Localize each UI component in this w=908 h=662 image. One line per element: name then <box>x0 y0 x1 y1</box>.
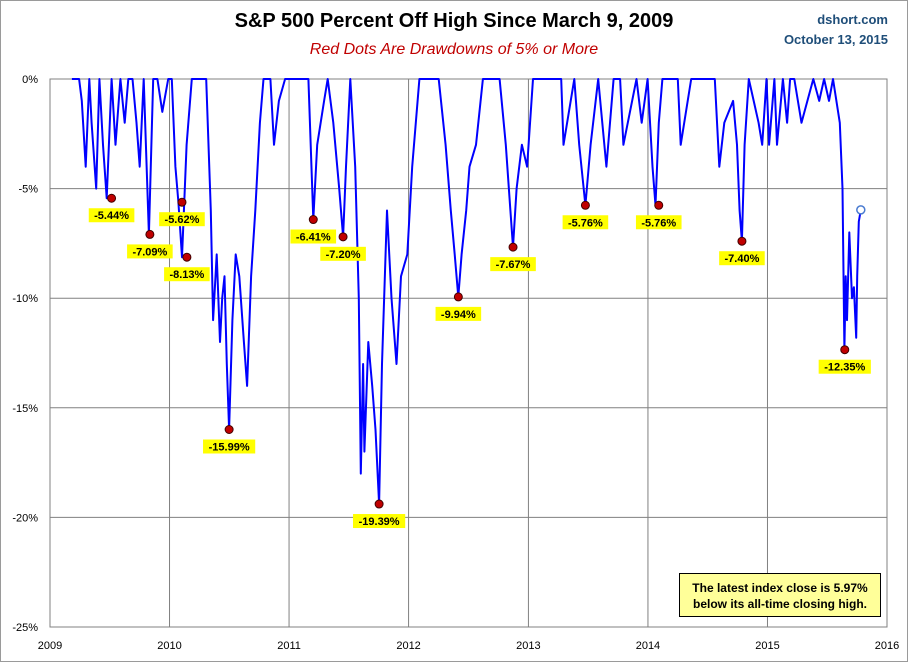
y-tick-label: -10% <box>12 293 38 305</box>
series-line <box>71 78 862 505</box>
latest-close-note: The latest index close is 5.97% below it… <box>679 573 881 617</box>
x-tick-label: 2015 <box>755 640 779 652</box>
y-tick-label: 0% <box>22 74 38 86</box>
chart-title: S&P 500 Percent Off High Since March 9, … <box>234 10 674 32</box>
drawdown-dot <box>338 232 348 242</box>
source-label: dshort.com <box>817 12 888 27</box>
note-line-2: below its all-time closing high. <box>692 597 868 611</box>
drawdown-label: -7.09% <box>132 246 167 258</box>
drawdown-label-bg <box>159 212 205 227</box>
drawdown-dot <box>508 242 518 252</box>
series-layer <box>71 78 862 505</box>
drawdown-dot <box>374 499 384 509</box>
drawdown-label: -15.99% <box>209 442 250 454</box>
y-tick-label: -20% <box>12 512 38 524</box>
drawdown-label-bg <box>290 229 337 244</box>
source-date-label: October 13, 2015 <box>783 32 888 47</box>
drawdown-label: -6.41% <box>296 232 331 244</box>
drawdown-dot <box>145 229 155 239</box>
drawdown-label: -5.44% <box>94 210 129 222</box>
drawdown-label-bg <box>127 244 173 259</box>
axis-layer: 0% -5% -10% -15% -20% -25%2009 2010 2011 2012 201… <box>12 74 899 652</box>
drawdown-dot <box>453 292 463 302</box>
drawdown-label-bg <box>320 246 366 261</box>
x-tick-label: 2010 <box>157 640 181 652</box>
y-tick-label: -25% <box>12 622 38 634</box>
drawdown-label-bg <box>203 439 256 454</box>
drawdown-label: -5.76% <box>641 217 676 229</box>
drawdown-dot <box>107 193 117 203</box>
drawdown-dot <box>182 252 192 262</box>
x-tick-label: 2014 <box>636 640 660 652</box>
drawdown-dot <box>177 197 187 207</box>
drawdown-label: -12.35% <box>824 362 865 374</box>
drawdown-dot <box>840 345 850 355</box>
x-tick-label: 2009 <box>38 640 62 652</box>
drawdown-dot <box>224 425 234 435</box>
drawdown-labels: -5.44% -7.09% -5.62% -8.13% -15.99% -6.41% -7.… <box>88 208 871 529</box>
drawdown-label-bg <box>88 208 135 223</box>
drawdown-label-bg <box>635 215 682 230</box>
drawdown-label: -5.76% <box>568 217 603 229</box>
x-tick-label: 2011 <box>277 640 301 652</box>
latest-close-marker <box>856 205 866 215</box>
y-tick-label: -5% <box>18 184 38 196</box>
drawdown-label: -8.13% <box>169 269 204 281</box>
drawdown-label-bg <box>353 514 406 529</box>
drawdown-label: -19.39% <box>359 516 400 528</box>
drawdown-label: -5.62% <box>165 214 200 226</box>
x-tick-label: 2016 <box>875 640 899 652</box>
drawdown-label: -7.67% <box>496 259 531 271</box>
drawdown-dots <box>107 193 866 509</box>
drawdown-label-bg <box>490 257 536 272</box>
drawdown-label: -9.94% <box>441 309 476 321</box>
drawdown-label-bg <box>719 251 765 266</box>
drawdown-dot <box>308 215 318 225</box>
drawdown-dot <box>580 200 590 210</box>
note-line-1: The latest index close is 5.97% <box>692 581 868 595</box>
drawdown-label-bg <box>818 359 871 374</box>
drawdown-label: -7.40% <box>725 253 760 265</box>
x-tick-label: 2013 <box>516 640 540 652</box>
drawdown-label-bg <box>164 267 210 282</box>
y-tick-label: -15% <box>12 403 38 415</box>
drawdown-dot <box>654 200 664 210</box>
drawdown-label-bg <box>435 306 482 321</box>
chart-subtitle: Red Dots Are Drawdowns of 5% or More <box>309 41 599 58</box>
x-tick-label: 2012 <box>396 640 420 652</box>
plot-border <box>49 78 888 628</box>
drawdown-dot <box>737 236 747 246</box>
drawdown-label-bg <box>562 215 609 230</box>
drawdown-label: -7.20% <box>326 249 361 261</box>
